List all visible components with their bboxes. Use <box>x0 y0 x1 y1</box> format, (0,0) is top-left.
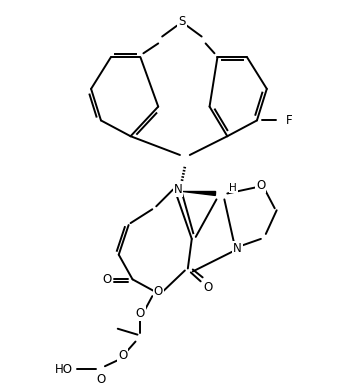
Polygon shape <box>183 191 216 195</box>
Text: H: H <box>229 183 237 193</box>
Text: O: O <box>154 285 163 298</box>
Text: N: N <box>174 183 182 196</box>
Text: O: O <box>96 372 106 386</box>
Text: O: O <box>118 349 127 362</box>
Text: O: O <box>102 273 112 286</box>
Text: N: N <box>233 242 241 255</box>
Text: O: O <box>203 281 212 294</box>
Text: F: F <box>286 114 292 127</box>
Text: S: S <box>178 15 186 28</box>
Text: O: O <box>256 179 266 192</box>
Text: HO: HO <box>55 363 72 376</box>
Text: O: O <box>136 307 145 320</box>
